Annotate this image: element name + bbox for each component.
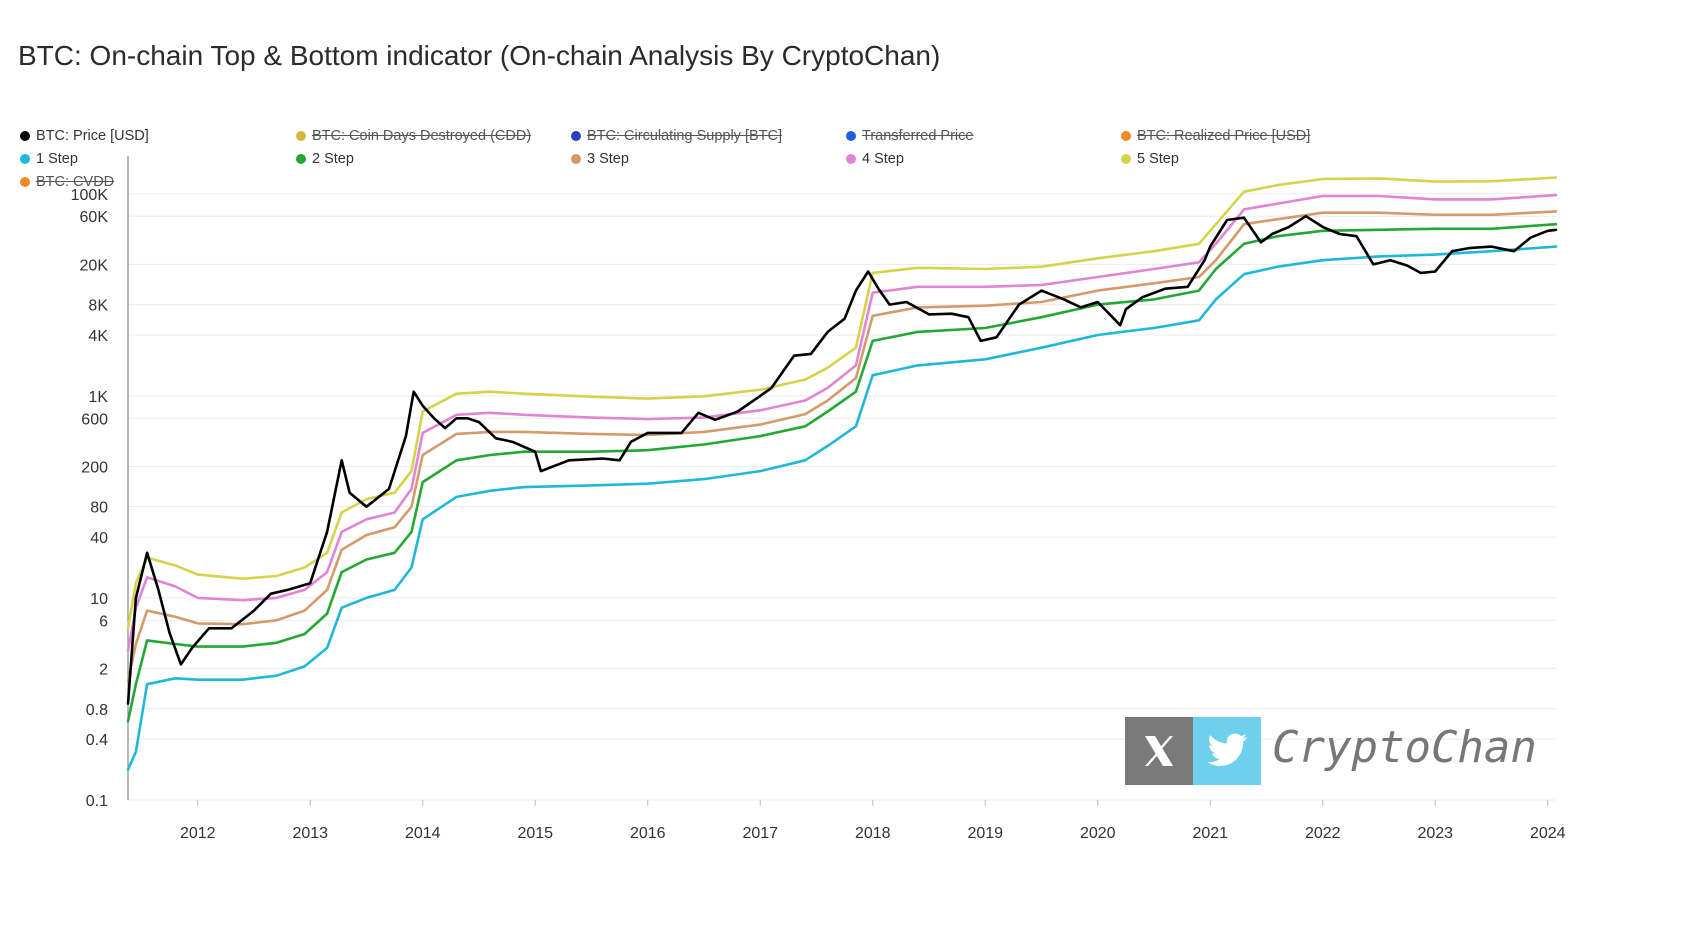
twitter-bird-icon [1193,717,1261,785]
y-tick-label: 6 [99,613,108,630]
legend-item[interactable]: BTC: Price [USD] [20,128,149,144]
legend: BTC: Price [USD] BTC: Coin Days Destroyed… [0,128,1692,198]
legend-label: 3 Step [587,151,629,167]
legend-marker [296,131,306,141]
x-tick-label: 2021 [1192,825,1228,842]
y-tick-label: 20K [80,257,109,274]
x-tick-label: 2017 [742,825,778,842]
legend-label: 2 Step [312,151,354,167]
x-tick-label: 2015 [517,825,553,842]
watermark-text: CryptoChan [1272,722,1537,773]
y-tick-label: 0.8 [86,702,108,719]
legend-label: Transferred Price [862,128,974,144]
x-tick-label: 2020 [1080,825,1116,842]
y-tick-label: 80 [90,500,108,517]
x-tick-label: 2016 [630,825,666,842]
legend-item[interactable]: 4 Step [846,151,904,167]
legend-label: 5 Step [1137,151,1179,167]
legend-marker [846,154,856,164]
series-line-2-step [126,222,1558,723]
y-tick-label: 60K [80,209,109,226]
x-tick-label: 2019 [967,825,1003,842]
legend-label: BTC: Realized Price [USD] [1137,128,1311,144]
series-line-3-step [126,210,1558,683]
legend-marker [571,131,581,141]
legend-marker [296,154,306,164]
legend-item[interactable]: 1 Step [20,151,78,167]
x-tick-label: 2023 [1417,825,1453,842]
legend-item[interactable]: Transferred Price [846,128,973,144]
y-tick-label: 10 [90,591,108,608]
legend-label: BTC: Price [USD] [36,128,149,144]
y-tick-label: 0.1 [86,793,108,810]
series-line-1-step [126,245,1558,771]
legend-label: 4 Step [862,151,904,167]
series-line-4-step [126,193,1558,653]
legend-item[interactable]: BTC: Circulating Supply [BTC] [571,128,782,144]
chart-title: BTC: On-chain Top & Bottom indicator (On… [18,40,941,71]
y-tick-label: 4K [88,328,108,345]
x-tick-label: 2013 [292,825,328,842]
series-line-5-step [126,176,1558,630]
y-tick-label: 2 [99,662,108,679]
legend-marker [571,154,581,164]
legend-item[interactable]: 3 Step [571,151,629,167]
legend-label: 1 Step [36,151,78,167]
x-tick-label: 2014 [405,825,441,842]
legend-item[interactable]: 2 Step [296,151,354,167]
legend-marker [1121,154,1131,164]
legend-marker [846,131,856,141]
legend-label: BTC: Coin Days Destroyed (CDD) [312,128,532,144]
y-tick-label: 0.4 [86,732,108,749]
series-line-btc-price-usd- [126,214,1558,705]
x-tick-label: 2012 [180,825,216,842]
legend-marker [20,177,30,187]
x-tick-label: 2018 [855,825,891,842]
legend-marker [1121,131,1131,141]
y-tick-label: 8K [88,298,108,315]
x-logo-icon [1125,717,1193,785]
x-tick-label: 2022 [1305,825,1341,842]
x-tick-label: 2024 [1530,825,1566,842]
y-tick-label: 100K [71,187,109,204]
y-tick-label: 40 [90,530,108,547]
y-tick-label: 600 [81,411,108,428]
y-tick-label: 200 [81,459,108,476]
legend-label: BTC: CVDD [36,174,115,190]
legend-marker [20,154,30,164]
legend-item[interactable]: BTC: CVDD [20,174,114,190]
y-tick-label: 1K [88,389,108,406]
legend-item[interactable]: BTC: Realized Price [USD] [1121,128,1310,144]
legend-item[interactable]: BTC: Coin Days Destroyed (CDD) [296,128,531,144]
legend-item[interactable]: 5 Step [1121,151,1179,167]
legend-marker [20,131,30,141]
legend-label: BTC: Circulating Supply [BTC] [587,128,783,144]
